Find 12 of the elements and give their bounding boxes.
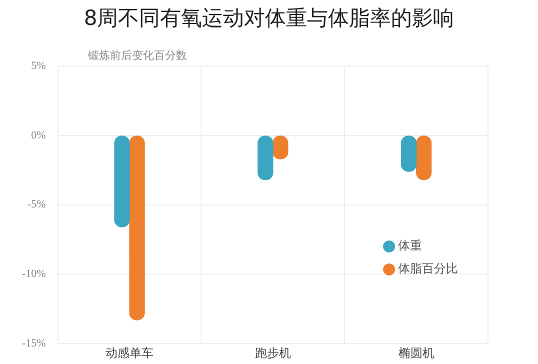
legend-label: 体重 [398, 238, 422, 253]
y-tick-label: -5% [28, 198, 46, 211]
y-tick-label: -10% [22, 268, 46, 280]
y-axis-title: 锻炼前后变化百分数 [88, 48, 187, 63]
x-tick-label: 动感单车 [106, 346, 154, 360]
y-tick-label: 0% [31, 129, 46, 142]
x-tick-label: 椭圆机 [398, 346, 434, 360]
y-tick-label: 5% [31, 60, 46, 72]
y-tick-label: -15% [22, 337, 46, 350]
x-tick-label: 跑步机 [254, 346, 291, 360]
legend-label: 体脂百分比 [398, 262, 458, 276]
chart-title: 8周不同有氧运动对体重与体脂率的影响 [82, 5, 456, 32]
